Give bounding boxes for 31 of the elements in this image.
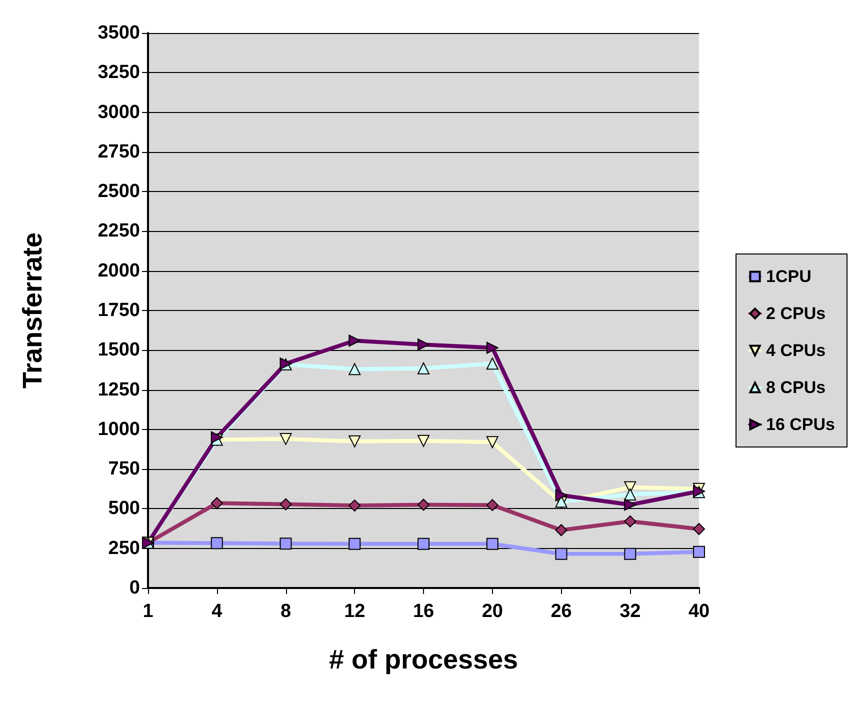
y-tick-label: 750 (108, 458, 140, 480)
x-axis-title: # of processes (328, 644, 518, 674)
y-tick-label: 1750 (98, 300, 140, 321)
y-tick-label: 2000 (98, 260, 140, 282)
y-tick-label: 2500 (98, 181, 140, 202)
y-tick-label: 3250 (98, 62, 140, 84)
y-axis-title: Transferrate (18, 232, 48, 389)
x-tick-label: 26 (550, 601, 572, 622)
x-tick-label: 32 (620, 601, 641, 622)
x-tick-label: 40 (688, 601, 710, 622)
y-tick-label: 2750 (98, 141, 140, 162)
y-tick-label: 0 (129, 578, 140, 598)
legend-label: 16 CPUs (766, 415, 836, 434)
legend-label: 4 CPUs (766, 341, 826, 360)
y-tick-label: 3500 (98, 22, 140, 44)
y-tick-label: 1000 (98, 418, 140, 440)
y-tick-label: 2250 (98, 220, 140, 242)
legend-label: 2 CPUs (766, 304, 826, 323)
y-tick-label: 1250 (98, 379, 140, 400)
x-tick-label: 20 (482, 601, 503, 622)
y-tick-label: 3000 (98, 102, 140, 123)
legend-label: 1CPU (766, 267, 812, 286)
legend-label: 8 CPUs (766, 378, 826, 397)
y-tick-label: 1500 (98, 340, 140, 361)
x-tick-label: 16 (412, 601, 434, 622)
x-tick-label: 1 (142, 601, 154, 622)
x-tick-label: 12 (344, 601, 366, 622)
x-tick-label: 8 (280, 601, 292, 622)
x-tick-label: 4 (212, 601, 223, 622)
y-tick-label: 250 (108, 538, 140, 559)
y-tick-label: 500 (108, 498, 140, 520)
